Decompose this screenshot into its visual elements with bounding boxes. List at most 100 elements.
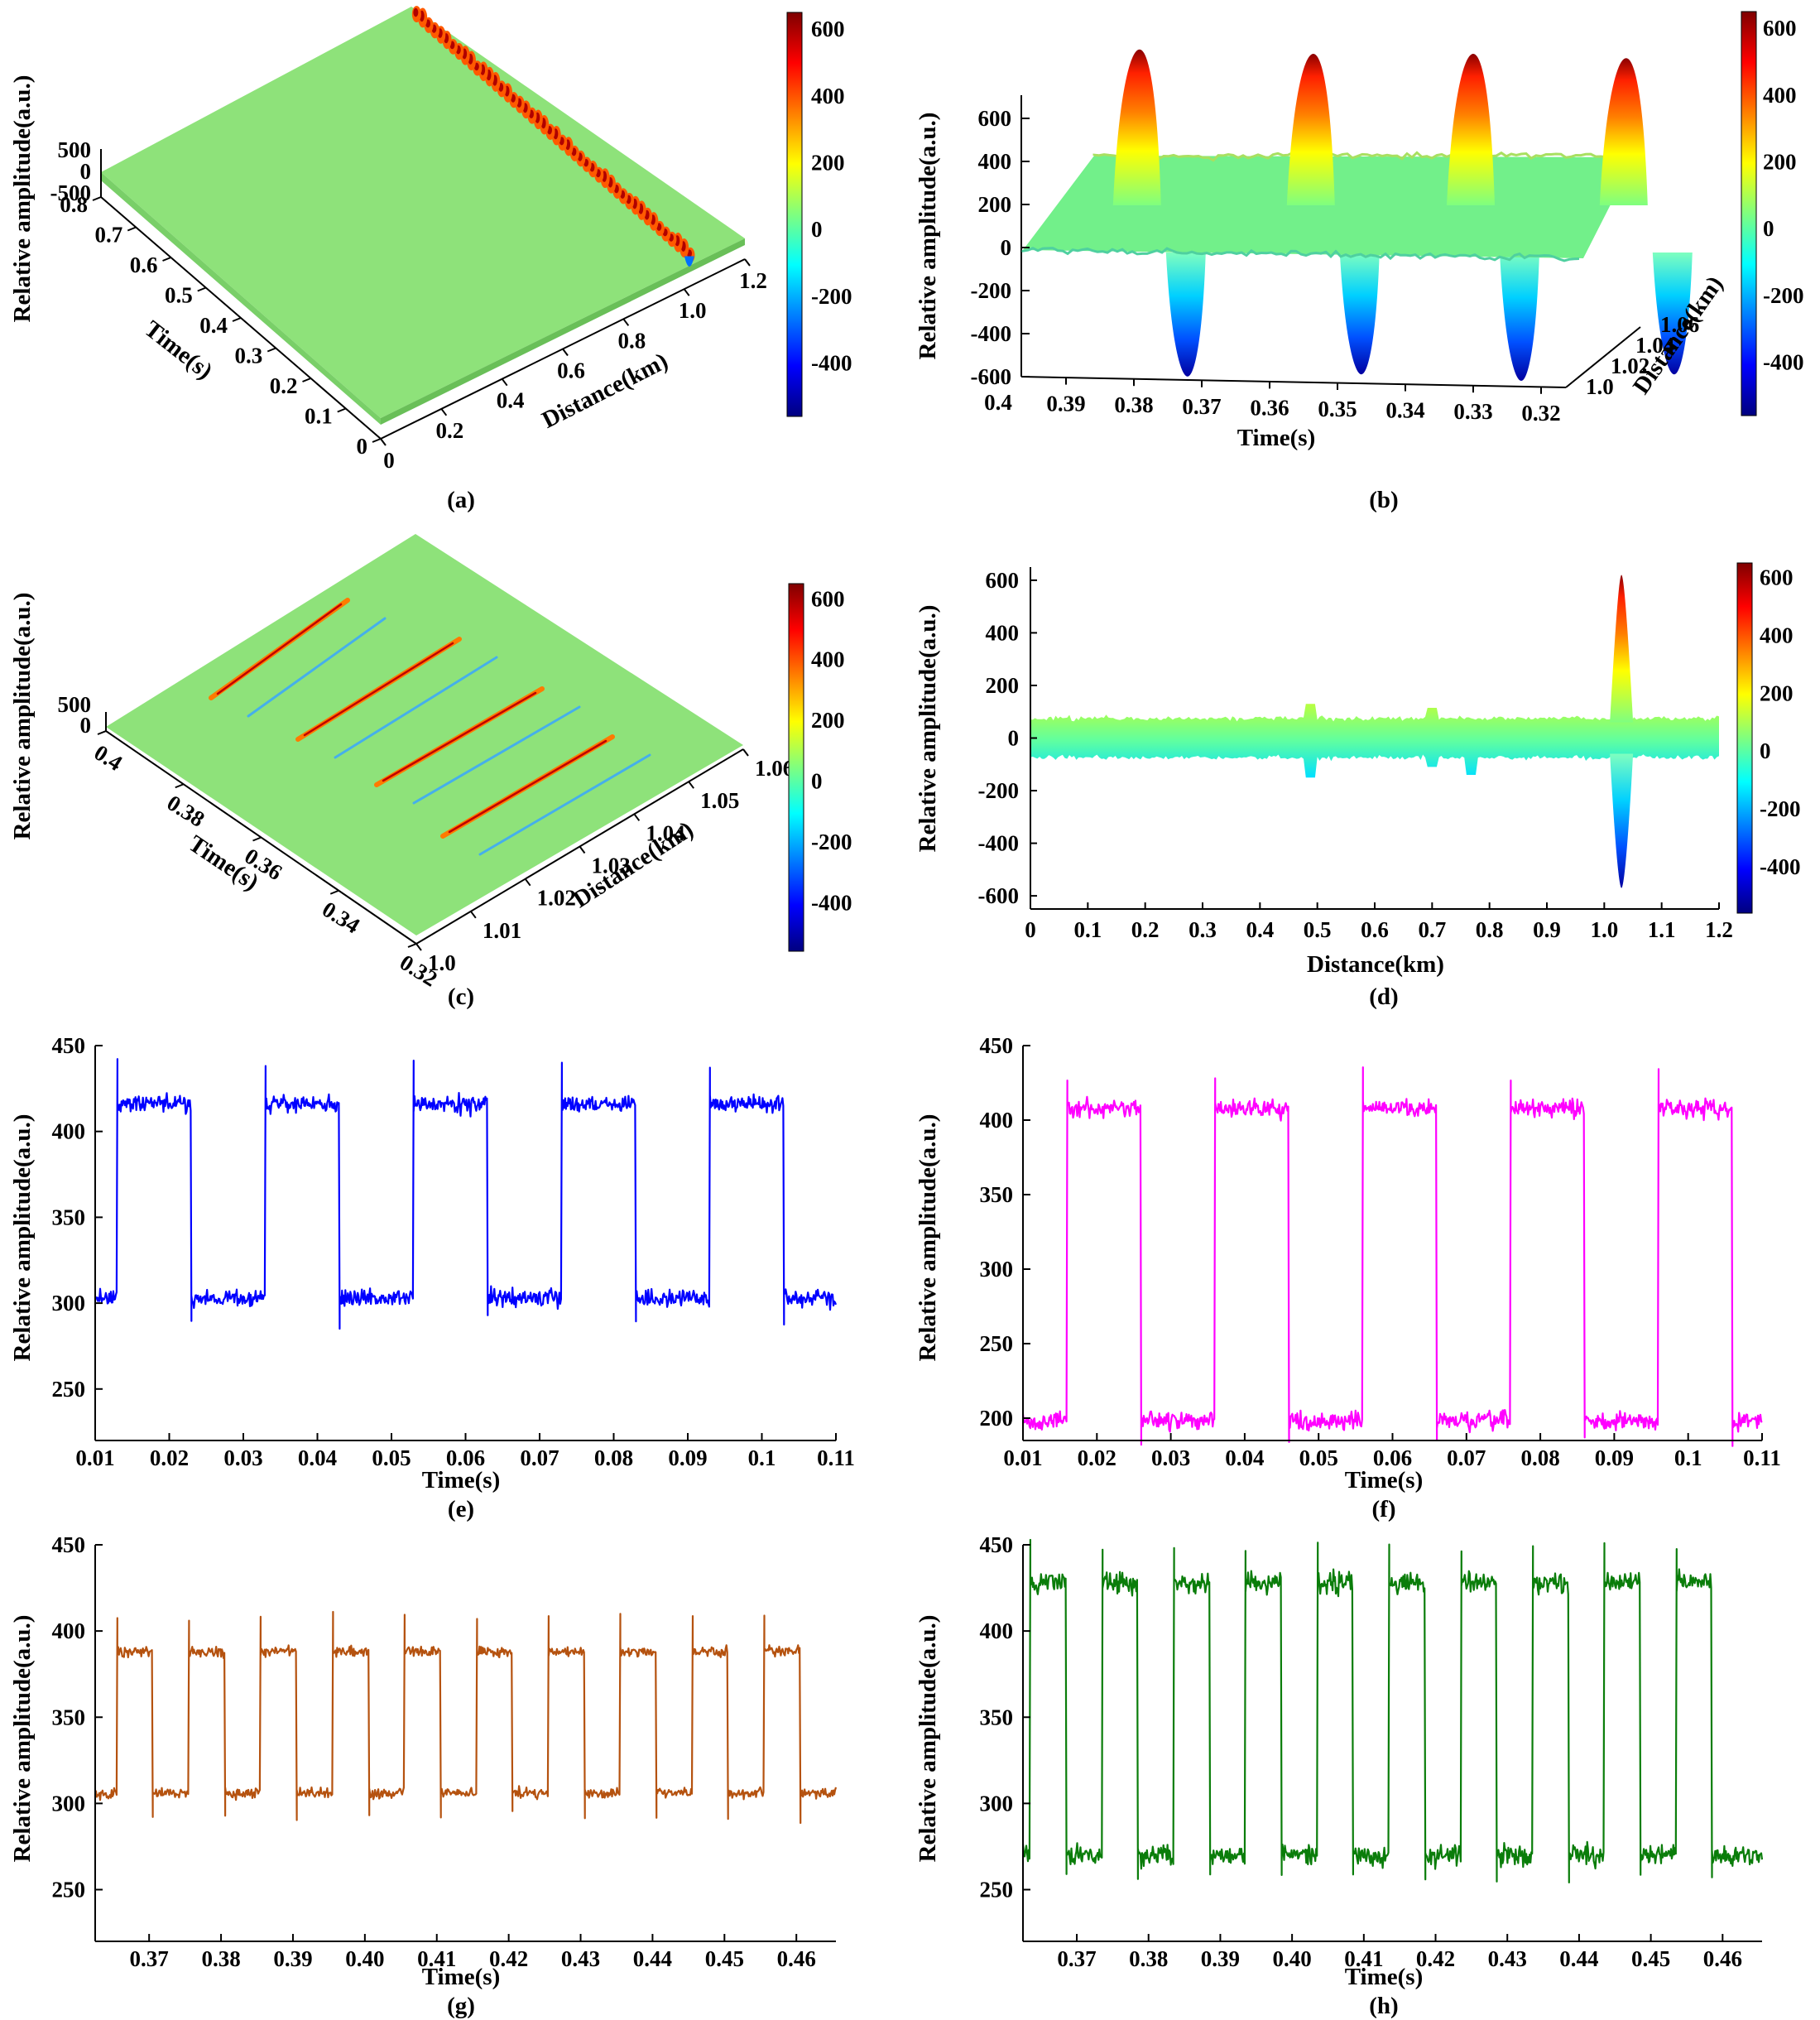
panel-f-y-tick-label: 450 — [980, 1033, 1014, 1058]
panel-g-y-tick-label: 250 — [52, 1878, 86, 1902]
panel-c-distance-tick-label: 1.06 — [755, 756, 794, 781]
panel-a-surface — [101, 7, 745, 418]
panel-g-caption: (g) — [447, 1993, 475, 2019]
panel-b-time-tick-label: 0.36 — [1250, 395, 1289, 420]
panel-c-colorbar-ticks: 600 400 200 0 -200 -400 — [811, 586, 852, 915]
panel-c-time-tick-label: 0.4 — [90, 740, 127, 776]
panel-b-z-tick-label: -600 — [971, 364, 1012, 389]
panel-d-x-tick-label: 1.1 — [1648, 917, 1676, 942]
panel-d-x-tick-label: 0.7 — [1418, 917, 1446, 942]
panel-c-distance-tick-mark — [688, 781, 694, 789]
panel-b-distance-tick-label: 1.04 — [1635, 333, 1674, 358]
panel-h-y-tick-label: 300 — [980, 1791, 1014, 1816]
panel-b-peak — [1447, 54, 1495, 205]
panel-h-y-tick-label: 350 — [980, 1705, 1014, 1729]
panel-d-x-label: Distance(km) — [1307, 951, 1444, 978]
a-cbt-label: 600 — [811, 17, 845, 41]
panel-f-x-tick-label: 0.01 — [1003, 1445, 1042, 1470]
panel-c-distance-tick-mark — [415, 943, 422, 951]
panel-g-x-label: Time(s) — [422, 1964, 501, 1990]
panel-g-x-tick-label: 0.38 — [201, 1946, 240, 1971]
panel-b-time-tick-label: 0.33 — [1453, 399, 1492, 424]
panel-c-time-tick-mark — [407, 943, 417, 948]
panel-d-y-tick-label: 0 — [1008, 726, 1020, 751]
panel-e-x-tick-label: 0.09 — [668, 1445, 707, 1470]
panel-g-x-tick-label: 0.45 — [705, 1946, 744, 1971]
panel-f-y-tick-label: 400 — [980, 1108, 1014, 1133]
panel-c-3d-topview: 500 0 0.40.380.360.340.32 1.01.011.021.0… — [9, 534, 852, 1010]
panel-h-series-line — [1021, 1538, 1764, 1883]
panel-a-time-tick-label: 0.8 — [60, 192, 88, 217]
panel-c-distance-tick-mark — [579, 845, 586, 854]
panel-b-z-tick-label: 400 — [978, 149, 1012, 174]
b-cbt-label: 200 — [1763, 149, 1797, 174]
panel-b-time-tick-label: 0.4 — [984, 390, 1012, 415]
panel-g-y-tick-label: 350 — [52, 1705, 86, 1729]
panel-h-x-tick-label: 0.38 — [1129, 1946, 1168, 1971]
panel-h-y-tick-label: 400 — [980, 1618, 1014, 1643]
b-cbt-label: -400 — [1763, 349, 1804, 374]
panel-a-z-label: Relative amplitude(a.u.) — [9, 75, 36, 323]
d-cbt-label: 600 — [1760, 565, 1794, 589]
panel-a-distance-tick-mark — [744, 258, 751, 267]
panel-a-distance-tick-mark — [380, 438, 387, 446]
panel-a-time-tick-mark — [337, 407, 347, 413]
panel-c-streak-core — [448, 739, 607, 834]
panel-g-y-label: Relative amplitude(a.u.) — [9, 1615, 36, 1863]
panel-a-distance-tick-label: 0.6 — [557, 358, 585, 383]
panel-b-trough — [1500, 252, 1539, 381]
panel-b-time-tick-label: 0.34 — [1385, 398, 1424, 423]
panel-b-z-tick-label: -400 — [971, 321, 1012, 346]
panel-a-distance-tick-label: 1.2 — [739, 268, 767, 293]
panel-c-distance-tick-mark — [524, 878, 531, 887]
panel-d-spike-trough — [1610, 753, 1634, 888]
panel-f-x-tick-label: 0.07 — [1447, 1445, 1486, 1470]
panel-h-x-tick-label: 0.37 — [1057, 1946, 1096, 1971]
panel-c-z-label: Relative amplitude(a.u.) — [9, 593, 36, 840]
panel-h-line-chart: Relative amplitude(a.u.) Time(s) (h) 450… — [915, 1532, 1764, 2019]
panel-d-x-tick-label: 0 — [1025, 917, 1036, 942]
panel-h-y-tick-label: 450 — [980, 1532, 1014, 1557]
panel-a-trough — [684, 256, 694, 267]
panel-c-time-tick-mark — [252, 836, 262, 842]
panel-d-x-tick-label: 0.5 — [1304, 917, 1332, 942]
panel-c-streak-negative — [247, 617, 387, 718]
panel-e-x-tick-label: 0.06 — [446, 1445, 485, 1470]
panel-b-trough — [1652, 252, 1693, 375]
panel-f-x-tick-label: 0.04 — [1225, 1445, 1264, 1470]
panel-e-x-tick-label: 0.07 — [520, 1445, 559, 1470]
c-cbt-label: -200 — [811, 830, 852, 854]
panel-b-distance-tick-label: 1.06 — [1660, 312, 1699, 337]
panel-a-time-tick-label: 0 — [357, 434, 368, 459]
panel-c-streak-negative — [478, 753, 651, 856]
panel-a-distance-ticks: 0 0.2 0.4 0.6 0.8 1.0 1.2 — [380, 258, 767, 473]
panel-d-x-tick-label: 1.0 — [1590, 917, 1618, 942]
panel-d-x-tick-label: 0.6 — [1361, 917, 1389, 942]
panel-b-time-ticks: 0.4 0.39 0.38 0.37 0.36 0.35 0.34 0.33 0.32 — [984, 377, 1561, 426]
panel-b-time-tick-label: 0.39 — [1046, 392, 1085, 416]
panel-e-series-line — [94, 1058, 838, 1330]
panel-b-distance-tick-label: 1.02 — [1611, 354, 1650, 378]
panel-d-x-tick-label: 0.8 — [1476, 917, 1504, 942]
panel-a-distance-tick-mark — [501, 378, 508, 387]
panel-a-distance-tick-label: 0.8 — [617, 328, 646, 353]
panel-a-distance-tick-mark — [440, 408, 448, 416]
panel-a-distance-tick-mark — [683, 288, 690, 296]
panel-c-z-tick: 0 — [80, 713, 92, 738]
d-cbt-label: 400 — [1760, 623, 1794, 647]
panel-h-caption: (h) — [1369, 1993, 1398, 2019]
c-cbt-label: 0 — [811, 769, 823, 794]
panel-c-streak-negative — [412, 705, 581, 805]
panel-a-time-tick-label: 0.7 — [95, 223, 123, 248]
panel-f-series-line — [1021, 1066, 1763, 1447]
b-cbt-label: 0 — [1763, 216, 1774, 241]
c-cbt-label: 600 — [811, 586, 845, 611]
panel-d-y-tick-label: 200 — [986, 673, 1020, 698]
c-cbt-label: -400 — [811, 890, 852, 915]
panel-c-distance-tick-label: 1.05 — [700, 788, 739, 813]
panel-d-y-tick-label: -600 — [978, 883, 1020, 908]
d-cbt-label: 200 — [1760, 681, 1794, 705]
panel-a-surface-side — [101, 172, 381, 425]
panel-e-y-tick-label: 400 — [52, 1119, 86, 1144]
panel-b-time-label: Time(s) — [1237, 425, 1316, 451]
